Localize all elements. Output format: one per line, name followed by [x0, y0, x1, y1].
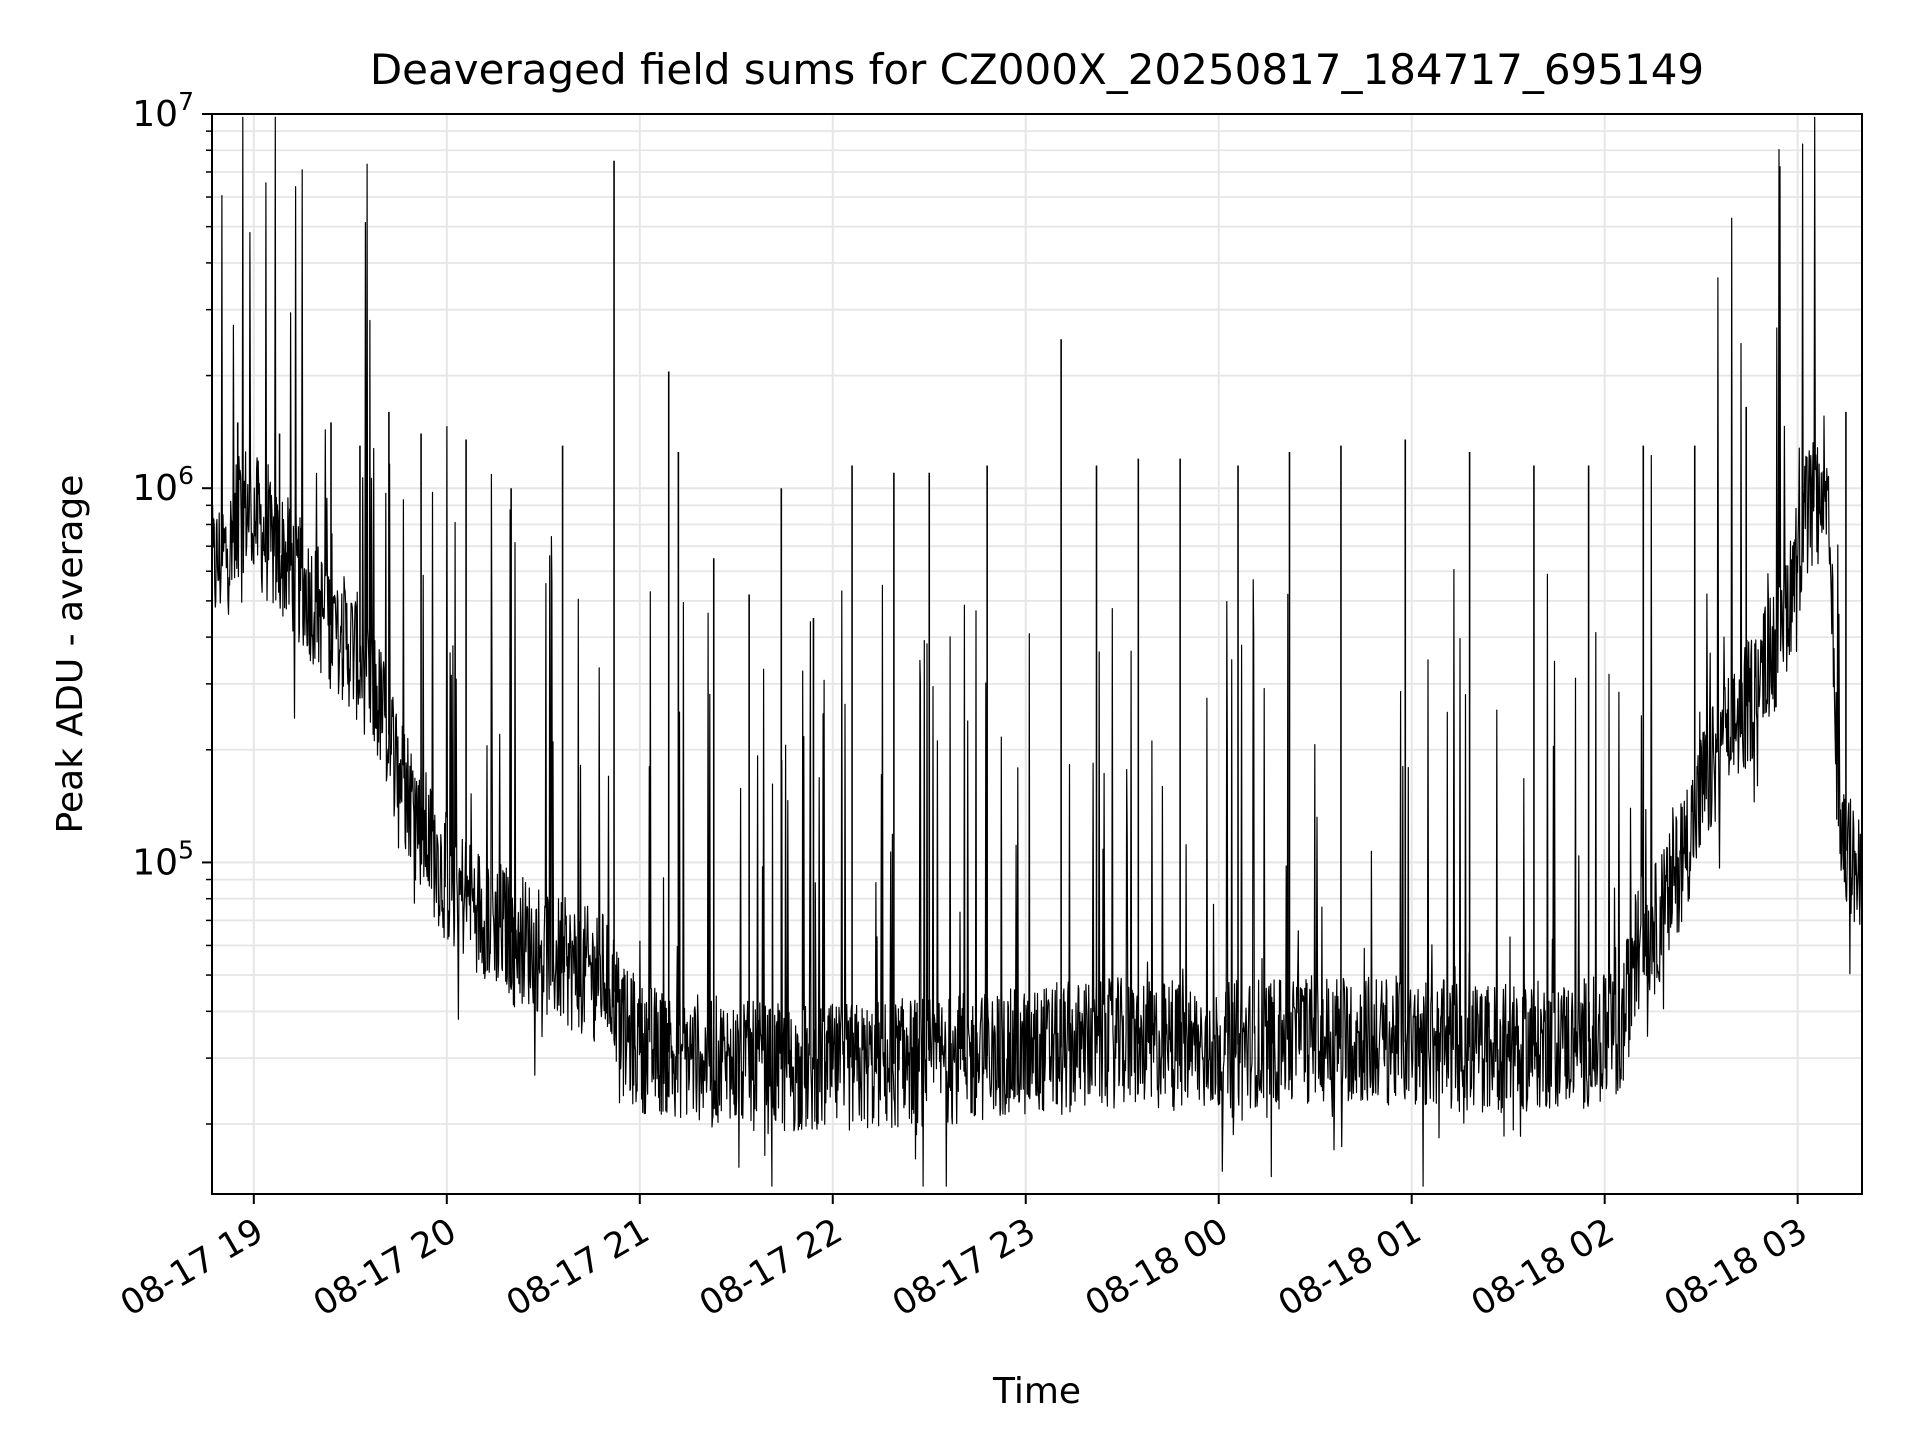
plot-frame [211, 113, 1863, 1195]
y-axis-label: Peak ADU - average [50, 475, 91, 834]
x-axis-label: Time [992, 1371, 1081, 1412]
y-tick-label: 105 [132, 835, 194, 883]
chart-title: Deaveraged field sums for CZ000X_2025081… [370, 45, 1704, 94]
y-tick-label: 107 [132, 87, 194, 135]
y-tick-label: 106 [132, 461, 194, 509]
data-layer [211, 116, 1863, 1187]
series-line [211, 116, 1863, 1187]
